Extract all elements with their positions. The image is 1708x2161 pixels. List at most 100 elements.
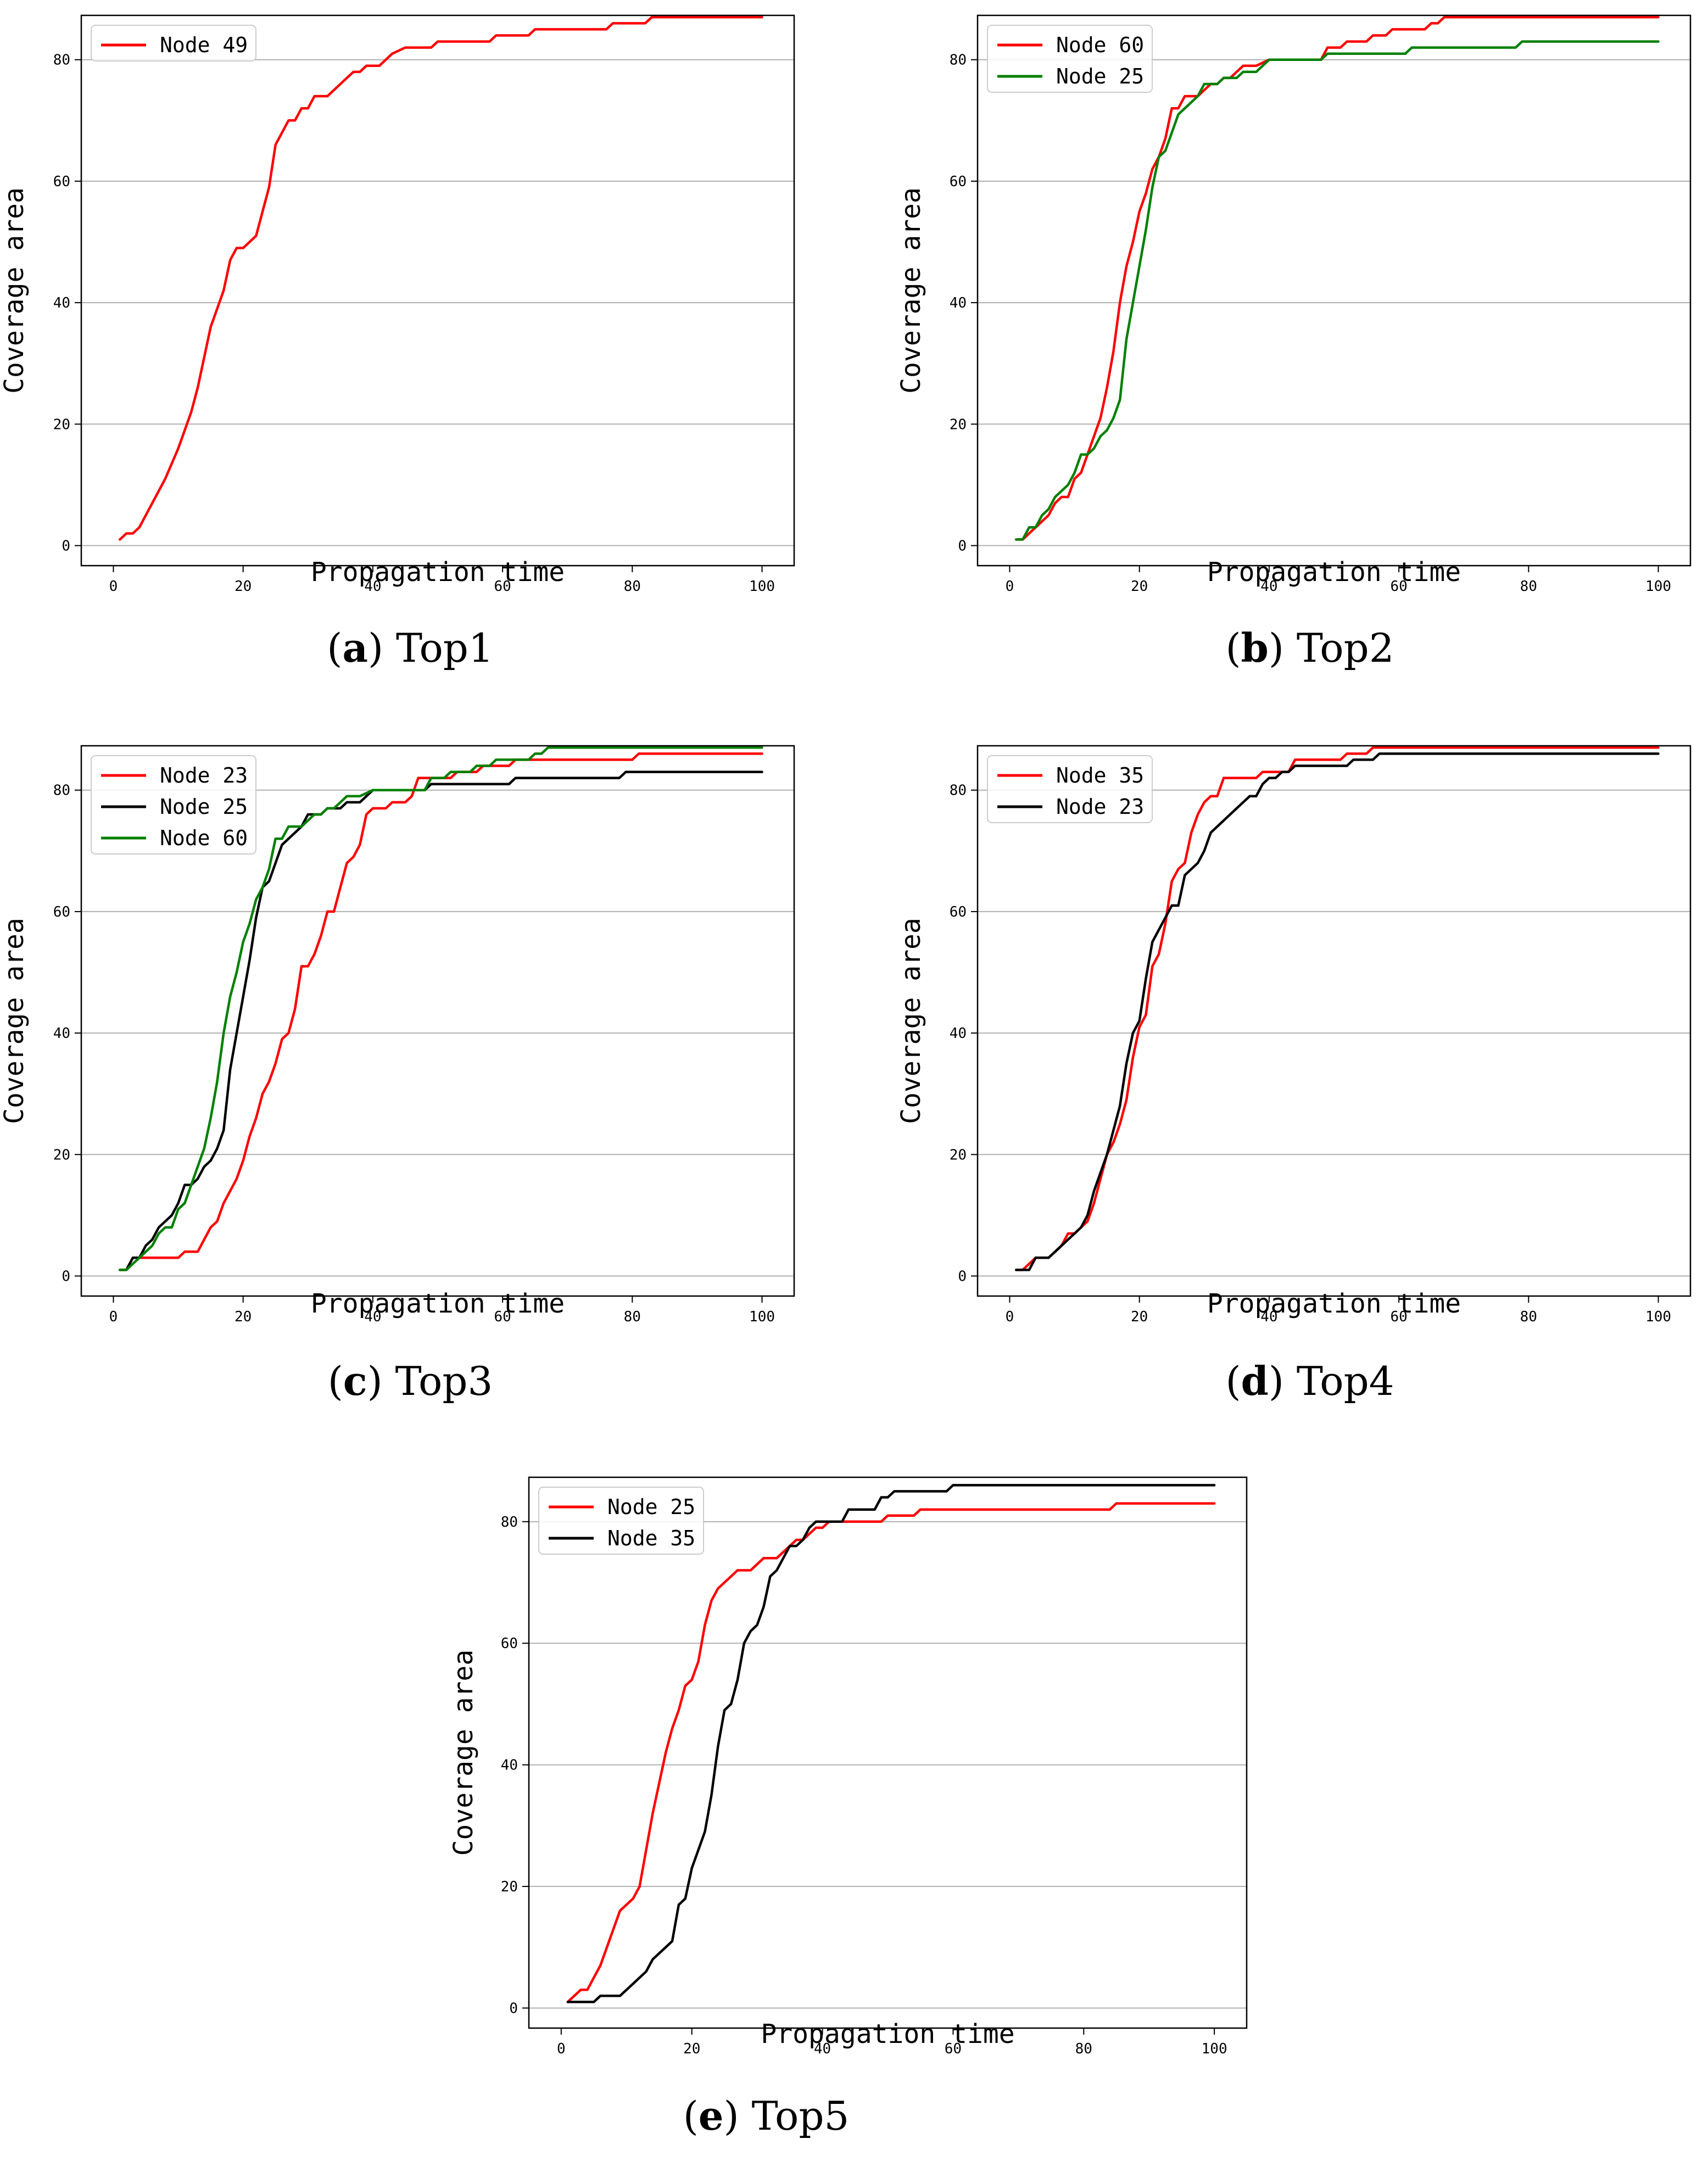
caption-letter: b [1241, 624, 1269, 671]
series-line-node-25 [1015, 40, 1660, 541]
x-tick-label: 40 [364, 578, 381, 595]
x-tick-label: 100 [749, 578, 775, 595]
caption-letter: a [342, 624, 368, 671]
caption: (e) Top5 [683, 2092, 850, 2139]
caption-letter: c [343, 1358, 367, 1404]
y-tick-label: 80 [53, 783, 70, 799]
legend-label: Node 25 [160, 795, 248, 819]
caption-space [1284, 625, 1297, 671]
x-tick-label: 60 [1390, 1309, 1407, 1325]
legend-label: Node 25 [1056, 64, 1144, 88]
x-tick-label: 0 [557, 2041, 566, 2057]
x-tick-label: 60 [494, 1309, 511, 1325]
y-tick-label: 40 [53, 295, 70, 311]
series-line-node-35 [566, 1484, 1216, 2003]
y-tick-label: 40 [950, 1025, 967, 1042]
caption-title: Top2 [1297, 625, 1394, 671]
chart-e: 0 20 40 60 80 0 20 40 60 80 100 Node 25 Node 35 Propa… [448, 1476, 1248, 2139]
plot-frame [976, 745, 1692, 1297]
series-line-node-49 [119, 16, 763, 541]
caption-title: Top4 [1297, 1358, 1394, 1404]
series-line-node-35 [1015, 746, 1660, 1271]
x-tick-label: 60 [945, 2041, 962, 2057]
y-tick-label: 40 [53, 1025, 70, 1042]
caption: (d) Top4 [1225, 1358, 1394, 1404]
caption-open: ( [1225, 625, 1241, 671]
caption-open: ( [1225, 1358, 1241, 1404]
y-tick-label: 20 [53, 1147, 70, 1163]
caption-close: ) [368, 625, 383, 671]
x-tick-label: 100 [749, 1309, 775, 1325]
caption-open: ( [327, 625, 342, 671]
y-axis-label: Coverage area [0, 187, 30, 394]
legend-label: Node 60 [1056, 33, 1144, 57]
legend-label: Node 25 [607, 1495, 695, 1519]
x-tick-label: 20 [1131, 1309, 1148, 1325]
caption-title: Top1 [396, 625, 494, 671]
x-axis-label: Propagation time [761, 2019, 1014, 2050]
y-tick-label: 0 [509, 2000, 518, 2017]
legend: Node 35 Node 23 [987, 755, 1153, 823]
chart-b: 0 20 40 60 80 0 20 40 60 80 100 Node 60 Node 25 Propa… [896, 14, 1692, 671]
series-line-node-25 [566, 1502, 1216, 2003]
chart-a: 0 20 40 60 80 0 20 40 60 80 100 Node 49 Propagation … [0, 14, 795, 671]
y-tick-label: 0 [62, 1269, 70, 1285]
caption-letter: e [699, 2092, 724, 2139]
y-tick-label: 20 [950, 416, 967, 433]
x-tick-label: 80 [1075, 2041, 1092, 2057]
y-tick-label: 80 [950, 783, 967, 799]
x-tick-label: 40 [364, 1309, 381, 1325]
x-axis-label: Propagation time [1207, 1288, 1461, 1319]
plot-frame [976, 14, 1692, 567]
plot-frame [528, 1476, 1248, 2029]
caption-close: ) [1269, 1358, 1284, 1404]
x-tick-label: 0 [1006, 578, 1014, 595]
y-axis-label: Coverage area [0, 918, 30, 1124]
legend: Node 23 Node 25 Node 60 [91, 755, 256, 855]
x-axis-label: Propagation time [1207, 557, 1461, 588]
x-tick-label: 60 [1390, 578, 1407, 595]
legend-label: Node 23 [160, 763, 248, 788]
legend-label: Node 35 [1056, 763, 1144, 788]
y-axis-label: Coverage area [896, 187, 926, 394]
legend-box [91, 755, 256, 855]
y-tick-label: 40 [501, 1757, 518, 1774]
y-tick-label: 0 [958, 538, 967, 555]
x-tick-label: 0 [109, 1309, 118, 1325]
caption-close: ) [367, 1358, 383, 1404]
x-tick-label: 20 [683, 2041, 700, 2057]
legend: Node 25 Node 35 [538, 1487, 704, 1555]
x-tick-label: 20 [1131, 578, 1148, 595]
caption-close: ) [1269, 625, 1284, 671]
y-tick-label: 60 [950, 174, 967, 190]
x-tick-label: 20 [235, 578, 252, 595]
caption-space [739, 2093, 752, 2139]
y-axis-label: Coverage area [448, 1650, 479, 1856]
y-tick-label: 20 [53, 416, 70, 433]
legend-box [91, 25, 256, 62]
y-tick-label: 80 [501, 1514, 518, 1531]
series-line-node-23 [1015, 752, 1660, 1271]
x-tick-label: 40 [1260, 578, 1277, 595]
y-tick-label: 0 [62, 538, 70, 555]
legend: Node 60 Node 25 [987, 25, 1153, 93]
caption-open: ( [683, 2093, 699, 2139]
y-tick-label: 20 [501, 1879, 518, 1895]
x-tick-label: 0 [1006, 1309, 1014, 1325]
caption: (b) Top2 [1225, 624, 1394, 671]
x-tick-label: 80 [1520, 1309, 1537, 1325]
x-tick-label: 40 [814, 2041, 831, 2057]
caption: (a) Top1 [327, 624, 493, 671]
caption-space [383, 1358, 395, 1404]
y-tick-label: 40 [950, 295, 967, 311]
y-tick-label: 60 [501, 1635, 518, 1652]
x-tick-label: 80 [624, 1309, 641, 1325]
y-axis-label: Coverage area [896, 918, 926, 1124]
caption-title: Top5 [752, 2093, 850, 2139]
y-tick-label: 60 [950, 904, 967, 920]
legend-label: Node 60 [160, 826, 248, 850]
x-tick-label: 100 [1645, 578, 1671, 595]
y-tick-label: 80 [53, 52, 70, 69]
